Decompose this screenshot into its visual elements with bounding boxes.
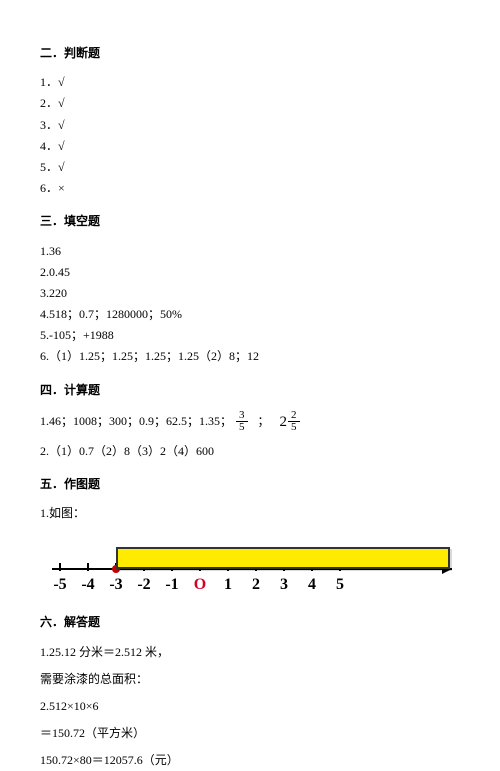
solve-line: 150.72×80＝12057.6（元） (40, 751, 460, 770)
svg-text:1: 1 (224, 576, 232, 593)
calc-prefix: 1.46；1008；300；0.9；62.5；1.35； (40, 412, 232, 431)
solve-line: 2.512×10×6 (40, 697, 460, 716)
solve-line: ＝150.72（平方米） (40, 724, 460, 743)
frac-den: 5 (288, 422, 300, 433)
fill-item: 2.0.45 (40, 263, 460, 282)
drawing-prompt: 1.如图： (40, 504, 460, 523)
svg-text:O: O (194, 576, 206, 593)
calc-sep: ； (258, 412, 270, 431)
svg-text:-3: -3 (109, 576, 122, 593)
section-4-heading: 四．计算题 (40, 381, 460, 400)
fill-item: 3.220 (40, 284, 460, 303)
judge-item: 5．√ (40, 158, 460, 177)
svg-text:-1: -1 (165, 576, 178, 593)
svg-text:-5: -5 (53, 576, 66, 593)
fill-item: 6.（1）1.25；1.25；1.25；1.25（2）8；12 (40, 347, 460, 366)
solve-line: 需要涂漆的总面积： (40, 670, 460, 689)
section-6-solution: 1.25.12 分米＝2.512 米， 需要涂漆的总面积： 2.512×10×6… (40, 643, 460, 771)
mixed-frac: 2 5 (288, 410, 300, 433)
svg-text:2: 2 (252, 576, 260, 593)
judge-item: 4．√ (40, 137, 460, 156)
svg-text:-4: -4 (81, 576, 94, 593)
fill-item: 5.-105；+1988 (40, 326, 460, 345)
fill-item: 1.36 (40, 242, 460, 261)
svg-text:3: 3 (280, 576, 288, 593)
section-3-answers: 1.36 2.0.45 3.220 4.518；0.7；1280000；50% … (40, 242, 460, 367)
mixed-number: 2 2 5 (280, 410, 300, 434)
calc-line-2: 2.（1）0.7（2）8（3）2（4）600 (40, 442, 460, 461)
mixed-whole: 2 (280, 410, 288, 434)
section-2-answers: 1．√ 2．√ 3．√ 4．√ 5．√ 6．× (40, 73, 460, 198)
highlight-bar (116, 547, 450, 569)
number-line-diagram: -5 -4 -3 -2 -1 O 1 2 3 4 5 (40, 539, 460, 599)
judge-item: 6．× (40, 179, 460, 198)
judge-item: 3．√ (40, 116, 460, 135)
svg-text:4: 4 (308, 576, 316, 593)
section-3-heading: 三．填空题 (40, 212, 460, 231)
judge-item: 2．√ (40, 94, 460, 113)
fraction-3-5: 3 5 (236, 410, 248, 433)
calc-line-1: 1.46；1008；300；0.9；62.5；1.35； 3 5 ； 2 2 5 (40, 410, 460, 434)
section-2-heading: 二．判断题 (40, 44, 460, 63)
section-6-heading: 六．解答题 (40, 613, 460, 632)
solve-line: 1.25.12 分米＝2.512 米， (40, 643, 460, 662)
fill-item: 4.518；0.7；1280000；50% (40, 305, 460, 324)
svg-text:5: 5 (336, 576, 344, 593)
frac-den: 5 (236, 422, 248, 433)
judge-item: 1．√ (40, 73, 460, 92)
svg-text:-2: -2 (137, 576, 150, 593)
section-5-heading: 五．作图题 (40, 475, 460, 494)
